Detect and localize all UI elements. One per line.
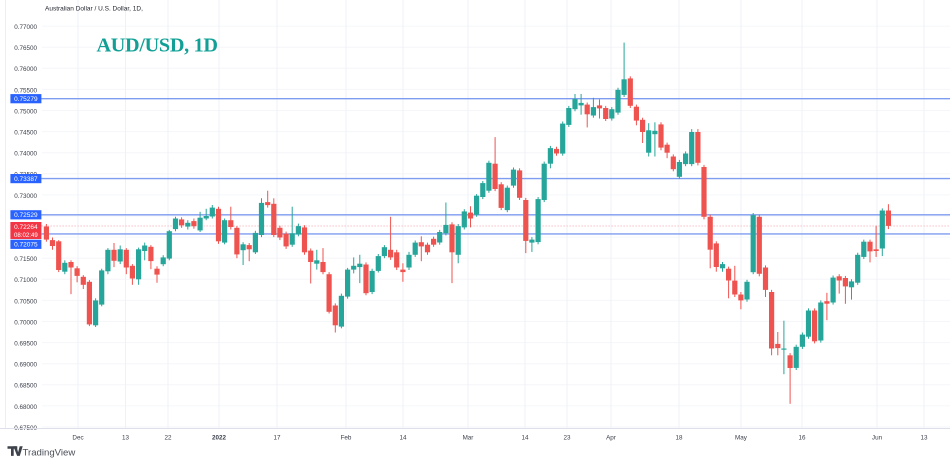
svg-text:0.68500: 0.68500 <box>14 383 37 390</box>
svg-text:Australian Dollar / U.S. Dolla: Australian Dollar / U.S. Dollar, 1D, <box>45 5 143 12</box>
svg-text:0.68000: 0.68000 <box>14 404 37 411</box>
svg-text:0.73387: 0.73387 <box>14 176 38 183</box>
svg-text:0.69500: 0.69500 <box>14 341 37 348</box>
svg-text:0.74500: 0.74500 <box>14 130 37 137</box>
svg-text:TradingView: TradingView <box>23 448 76 459</box>
svg-text:2022: 2022 <box>212 435 227 442</box>
svg-text:0.71000: 0.71000 <box>14 277 37 284</box>
svg-text:0.73000: 0.73000 <box>14 193 37 200</box>
svg-text:0.72264: 0.72264 <box>14 224 38 231</box>
svg-text:13: 13 <box>920 435 928 442</box>
svg-text:0.74000: 0.74000 <box>14 151 37 158</box>
svg-text:Mar: Mar <box>463 435 474 442</box>
svg-text:0.75000: 0.75000 <box>14 108 37 115</box>
svg-text:AUD/USD, 1D: AUD/USD, 1D <box>97 35 218 57</box>
svg-text:14: 14 <box>521 435 529 442</box>
svg-text:16: 16 <box>798 435 806 442</box>
svg-text:Dec: Dec <box>72 435 83 442</box>
svg-text:0.72529: 0.72529 <box>14 212 38 219</box>
svg-text:0.70000: 0.70000 <box>14 319 37 326</box>
svg-text:17: 17 <box>273 435 281 442</box>
svg-text:Jun: Jun <box>872 435 883 442</box>
svg-text:0.75500: 0.75500 <box>14 87 37 94</box>
svg-text:Apr: Apr <box>606 435 616 442</box>
svg-text:08:02:49: 08:02:49 <box>14 232 38 239</box>
svg-text:22: 22 <box>164 435 172 442</box>
svg-text:18: 18 <box>675 435 683 442</box>
svg-text:0.77000: 0.77000 <box>14 24 37 31</box>
svg-text:0.75279: 0.75279 <box>14 96 38 103</box>
svg-text:0.70500: 0.70500 <box>14 298 37 305</box>
svg-text:0.72075: 0.72075 <box>14 242 38 249</box>
svg-text:0.71500: 0.71500 <box>14 256 37 263</box>
svg-text:13: 13 <box>122 435 130 442</box>
svg-text:0.76500: 0.76500 <box>14 45 37 52</box>
svg-text:0.69000: 0.69000 <box>14 362 37 369</box>
svg-text:May: May <box>735 435 748 442</box>
svg-text:Feb: Feb <box>341 435 352 442</box>
svg-text:14: 14 <box>399 435 407 442</box>
svg-text:23: 23 <box>563 435 571 442</box>
svg-text:0.76000: 0.76000 <box>14 66 37 73</box>
